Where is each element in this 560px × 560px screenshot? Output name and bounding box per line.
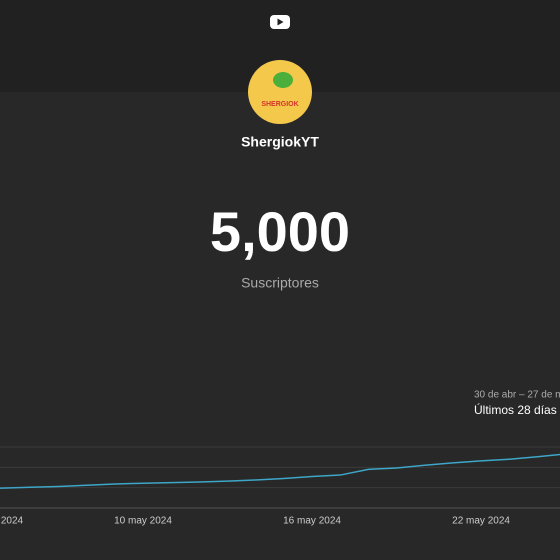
series-line (0, 453, 560, 489)
avatar (248, 60, 312, 124)
logo-play (277, 18, 284, 26)
avatar-text: SHERGIOK (261, 101, 298, 108)
x-tick-label: 10 may 2024 (114, 516, 172, 527)
avatar-art (273, 72, 293, 88)
period-range: 30 de abr – 27 de m (474, 390, 560, 401)
x-tick-label: 22 may 2024 (452, 516, 510, 527)
subscriber-label: Suscriptores (241, 275, 319, 291)
x-tick-label: 16 may 2024 (283, 516, 341, 527)
period-label: Últimos 28 días (474, 402, 557, 417)
subscriber-count: 5,000 (210, 200, 350, 263)
x-tick-label: 2024 (1, 516, 24, 527)
channel-name: ShergiokYT (241, 134, 319, 150)
youtube-logo: YouTube (270, 15, 290, 29)
